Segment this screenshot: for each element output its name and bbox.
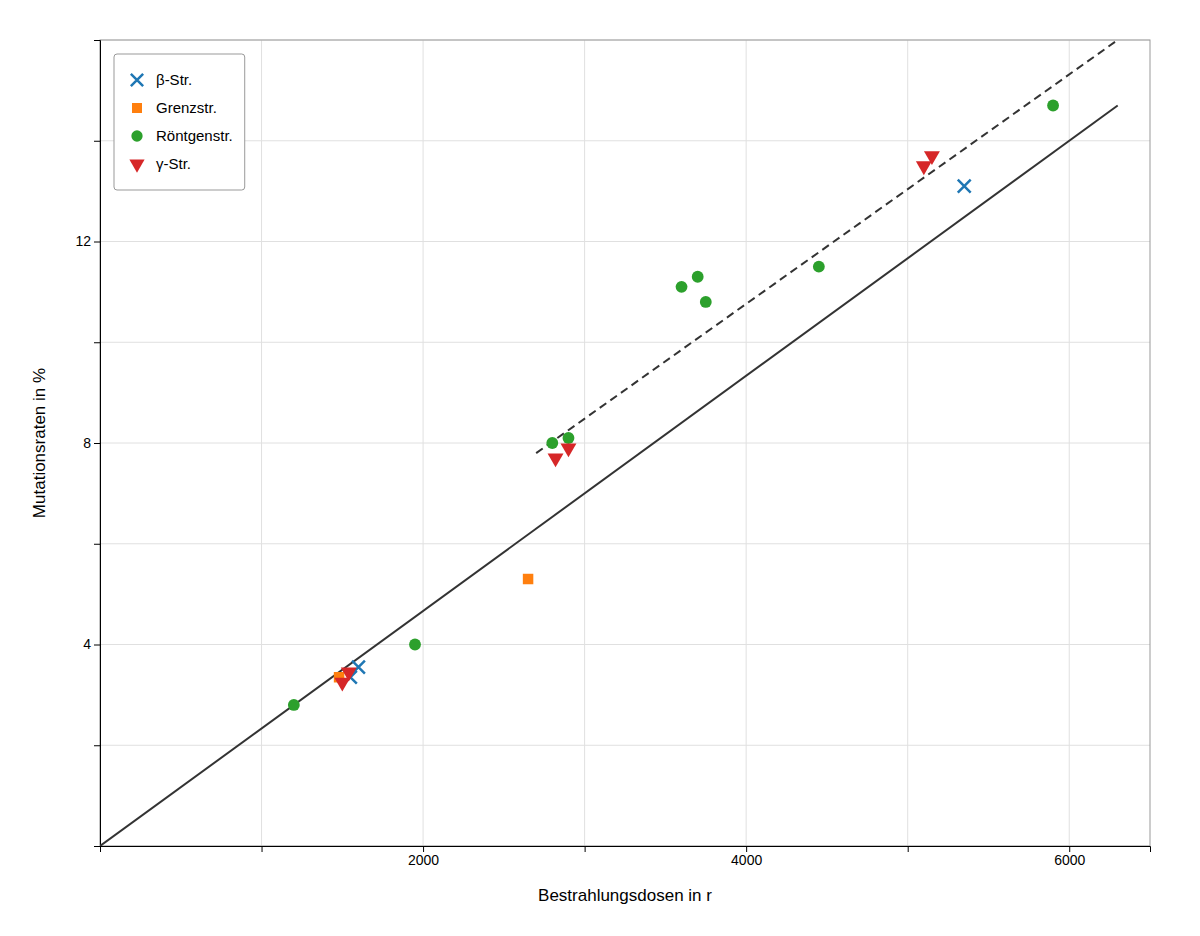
tick-mark bbox=[94, 443, 100, 444]
reference-line bbox=[100, 105, 1118, 846]
marks bbox=[100, 40, 1118, 846]
series bbox=[288, 100, 1059, 711]
y-axis: 4 8 12 bbox=[75, 41, 100, 847]
point bbox=[409, 639, 421, 651]
x-axis-title: Bestrahlungsdosen in r bbox=[538, 886, 712, 905]
point bbox=[692, 271, 704, 283]
legend-label: β-Str. bbox=[156, 71, 192, 88]
tick: 12 bbox=[75, 233, 100, 249]
tick: 8 bbox=[83, 435, 100, 451]
legend-symbol bbox=[131, 130, 142, 141]
tick-mark bbox=[585, 846, 586, 852]
grid-line-y bbox=[100, 443, 1150, 444]
tick: 4000 bbox=[731, 846, 762, 868]
grid-line-y bbox=[100, 543, 1150, 544]
tick: 6000 bbox=[1054, 846, 1085, 868]
tick-mark bbox=[94, 846, 100, 847]
legend-item: Röntgenstr. bbox=[131, 127, 232, 144]
tick bbox=[94, 846, 100, 847]
tick-mark bbox=[94, 544, 100, 545]
axis-line bbox=[101, 847, 1151, 853]
point bbox=[700, 296, 712, 308]
series bbox=[344, 180, 971, 684]
x-axis: 2000 4000 6000 bbox=[101, 846, 1151, 868]
tick-label: 4 bbox=[83, 636, 91, 652]
point bbox=[523, 574, 533, 584]
grid-line-y bbox=[100, 342, 1150, 343]
tick-label: 4000 bbox=[731, 852, 762, 868]
grid bbox=[100, 40, 1150, 846]
point bbox=[1047, 100, 1059, 112]
tick bbox=[94, 40, 100, 41]
chart: 2000 4000 6000 4 8 12 β-Str. Grenzstr. Röntgenst… bbox=[0, 0, 1200, 936]
legend: β-Str. Grenzstr. Röntgenstr. γ-Str. bbox=[114, 54, 245, 190]
point bbox=[560, 443, 576, 457]
legend-symbol bbox=[131, 74, 143, 86]
reference-line bbox=[536, 40, 1118, 453]
grid-line-y bbox=[100, 241, 1150, 242]
tick-label: 2000 bbox=[408, 852, 439, 868]
series bbox=[334, 574, 533, 683]
tick: 4 bbox=[83, 636, 100, 652]
legend-symbol bbox=[129, 160, 144, 173]
tick: 2000 bbox=[408, 846, 439, 868]
tick bbox=[585, 846, 586, 852]
point bbox=[546, 437, 558, 449]
legend-box bbox=[114, 54, 245, 190]
axis-line bbox=[94, 41, 101, 847]
tick bbox=[94, 141, 100, 142]
tick bbox=[94, 745, 100, 746]
tick bbox=[94, 544, 100, 545]
point bbox=[924, 151, 940, 165]
legend-symbol bbox=[132, 103, 142, 113]
tick-mark bbox=[94, 645, 100, 646]
tick-mark bbox=[94, 242, 100, 243]
grid-line-y bbox=[100, 745, 1150, 746]
tick-mark bbox=[94, 141, 100, 142]
tick-mark bbox=[94, 745, 100, 746]
point bbox=[676, 281, 688, 293]
series bbox=[334, 151, 940, 691]
tick-label: 6000 bbox=[1054, 852, 1085, 868]
tick bbox=[94, 342, 100, 343]
tick-mark bbox=[94, 40, 100, 41]
plot-area: 2000 4000 6000 4 8 12 β-Str. Grenzstr. Röntgenst… bbox=[75, 40, 1150, 868]
point bbox=[563, 432, 575, 444]
point bbox=[341, 668, 357, 682]
tick-mark bbox=[908, 846, 909, 852]
tick-label: 8 bbox=[83, 435, 91, 451]
tick bbox=[262, 846, 263, 852]
legend-label: Röntgenstr. bbox=[156, 127, 233, 144]
grid-line-y bbox=[100, 140, 1150, 141]
legend-item: γ-Str. bbox=[129, 155, 191, 173]
tick-mark bbox=[94, 342, 100, 343]
y-axis-title: Mutationsraten in % bbox=[30, 368, 49, 518]
legend-label: Grenzstr. bbox=[156, 99, 217, 116]
point bbox=[288, 699, 300, 711]
point bbox=[548, 454, 564, 468]
tick-mark bbox=[262, 846, 263, 852]
grid-line-y bbox=[100, 644, 1150, 645]
point bbox=[813, 261, 825, 273]
point bbox=[916, 161, 932, 175]
tick-label: 12 bbox=[75, 233, 91, 249]
legend-item: Grenzstr. bbox=[132, 99, 217, 116]
legend-item: β-Str. bbox=[131, 71, 192, 88]
tick bbox=[908, 846, 909, 852]
plot-frame bbox=[100, 40, 1150, 846]
legend-label: γ-Str. bbox=[156, 155, 191, 172]
point bbox=[958, 180, 971, 193]
